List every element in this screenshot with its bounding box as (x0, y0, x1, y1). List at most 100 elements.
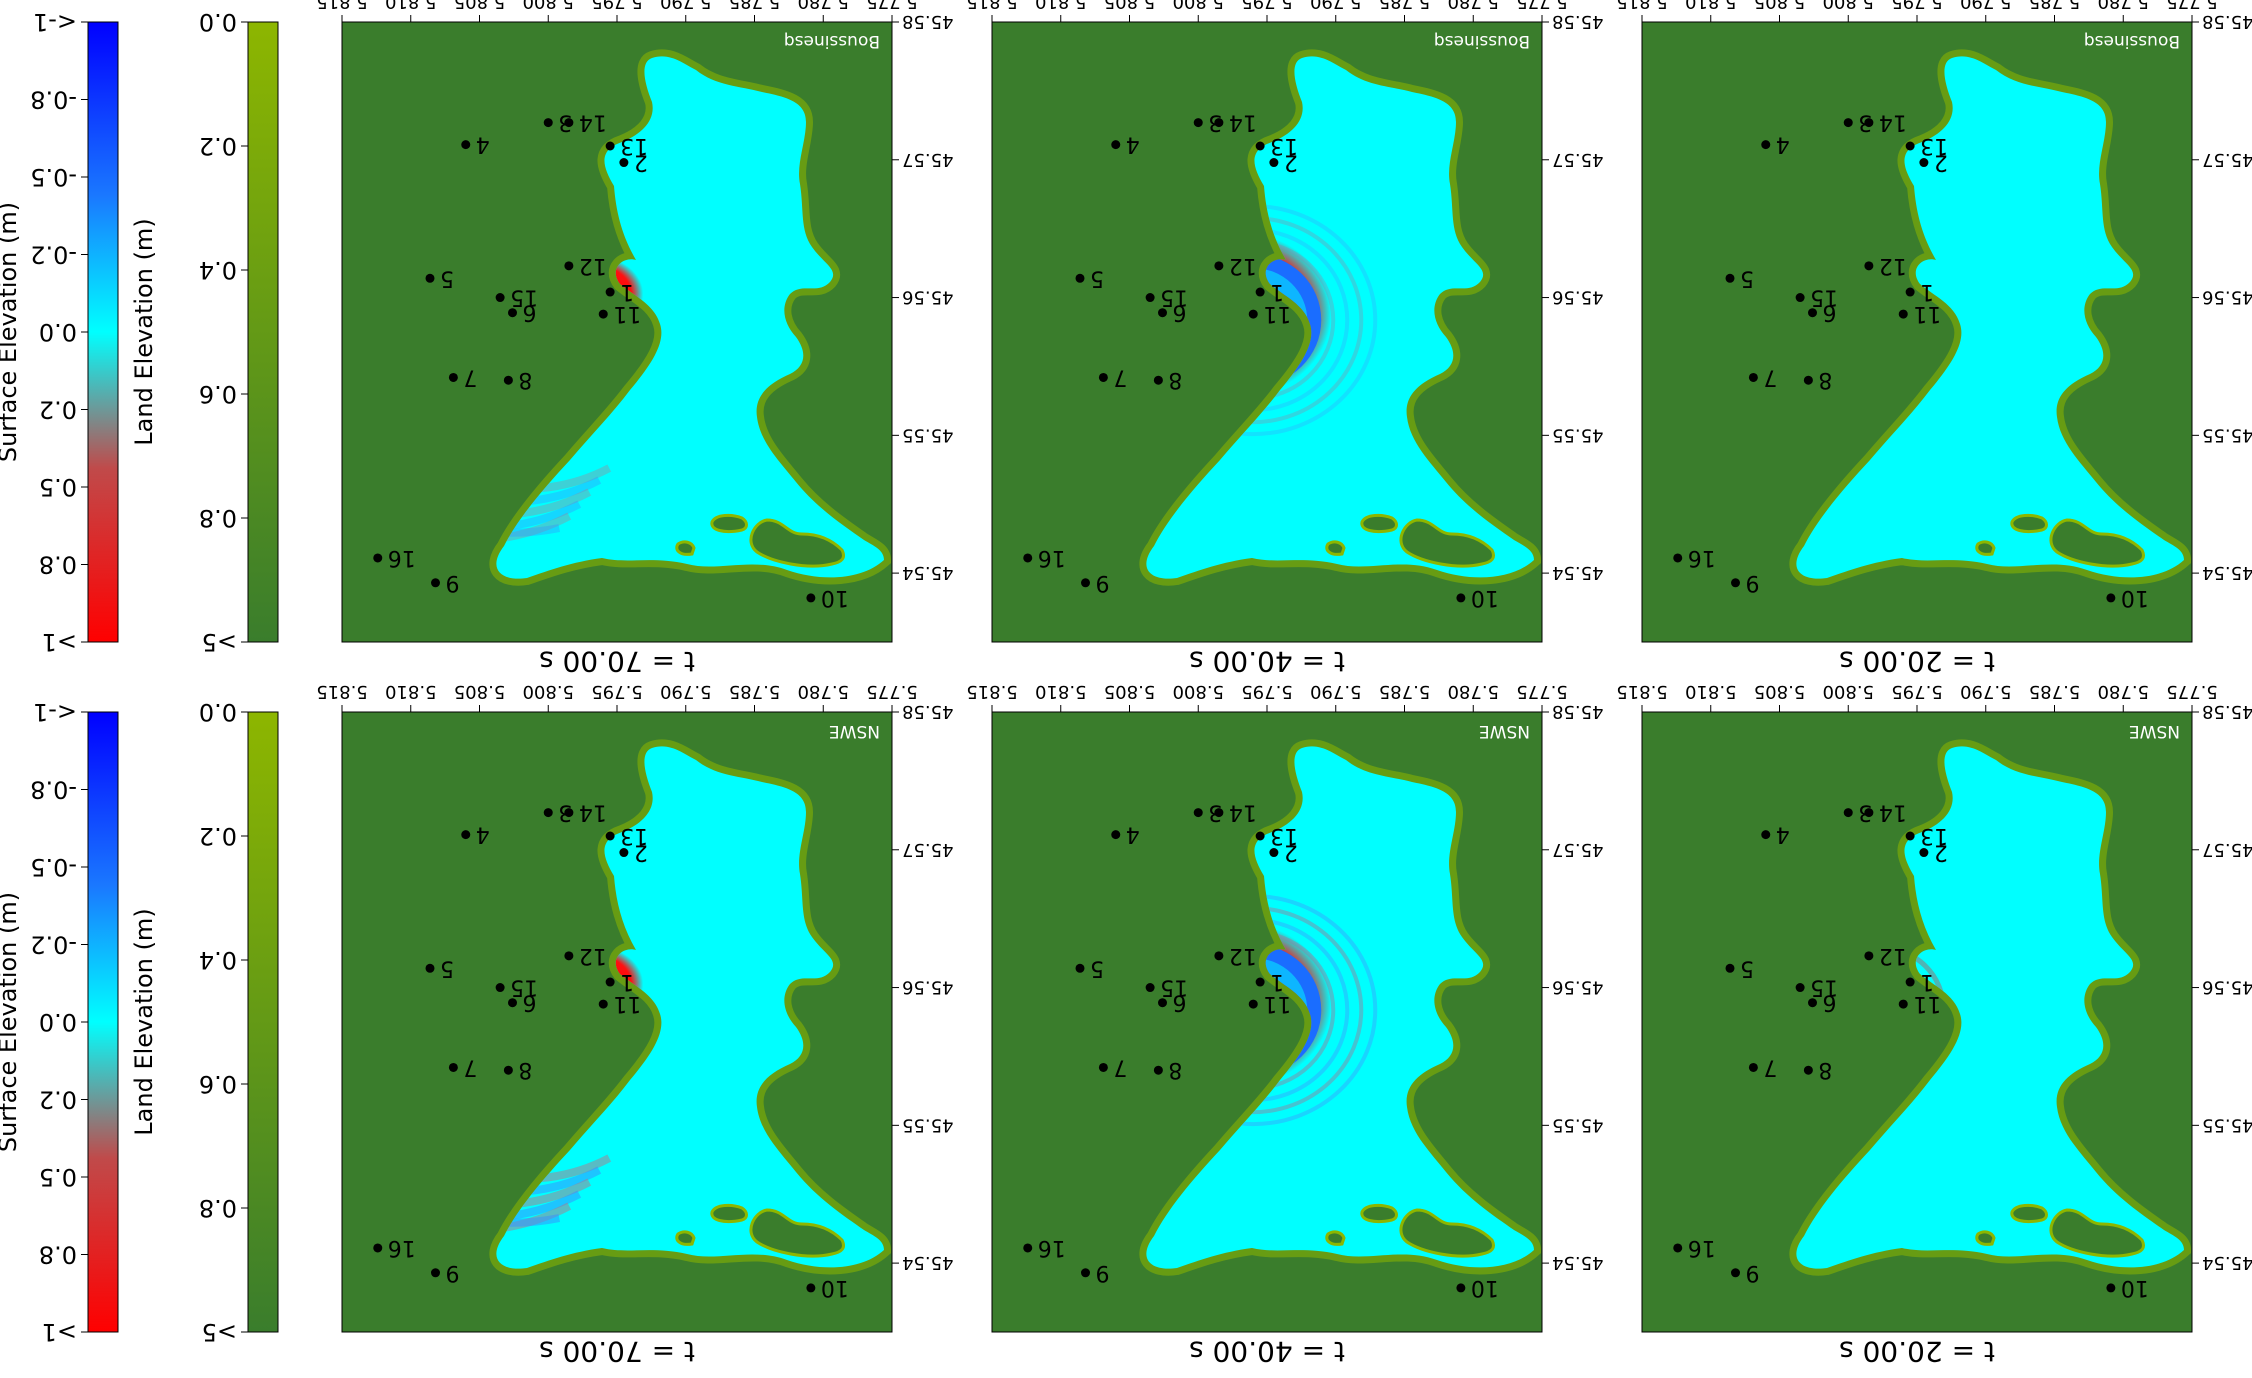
y-tick-label: 45.57 (2202, 839, 2252, 860)
gauge-10-label: 10 (821, 585, 849, 610)
gauge-15-marker (1795, 983, 1805, 993)
gauge-5-label: 5 (1090, 955, 1104, 980)
colorbar-surface-tick: 0.0 (39, 1008, 77, 1036)
gauge-12-marker (1214, 261, 1224, 271)
gauge-7-label: 7 (1763, 364, 1777, 389)
gauge-9-label: 9 (446, 570, 460, 595)
colorbar-surface-tick: -0.5 (30, 853, 77, 881)
lake-water (496, 56, 884, 579)
y-tick-label: 45.56 (902, 287, 954, 308)
gauge-9-marker (1081, 578, 1090, 588)
x-tick-label: 5.805 (454, 681, 506, 702)
colorbar-surface: <-1 -0.8 -0.5 -0.2 0.0 0.2 0.5 0.8 >1 Surface Ele… (0, 8, 119, 656)
gauge-3-marker (543, 808, 553, 818)
gauge-11-label: 11 (1263, 301, 1291, 326)
y-tick-label: 45.58 (1552, 701, 1604, 722)
colorbar-surface-bar (87, 711, 119, 1333)
x-tick-label: 5.805 (1754, 0, 1806, 12)
x-tick-label: 5.795 (1891, 0, 1943, 12)
gauge-5-marker (425, 273, 435, 283)
colorbar-land: 0.0 0.2 0.4 0.6 0.8 >5 Land Elevation (m) (130, 698, 279, 1346)
gauge-9-label: 9 (1096, 1260, 1110, 1285)
x-tick-label: 5.785 (729, 0, 781, 12)
gauge-11-label: 11 (1913, 301, 1941, 326)
colorbar-surface-label: Surface Elevation (m) (0, 892, 22, 1152)
gauge-12-label: 12 (579, 253, 607, 278)
gauge-5-label: 5 (440, 955, 454, 980)
gauge-1-label: 1 (620, 969, 634, 994)
x-tick-label: 5.795 (1891, 681, 1943, 702)
x-tick-label: 5.800 (1172, 0, 1224, 12)
colorbar-surface-label: Surface Elevation (m) (0, 202, 22, 462)
gauge-15-label: 15 (1810, 285, 1838, 310)
colorbar-land-tick: 0.2 (199, 132, 237, 160)
gauge-12-label: 12 (1879, 943, 1907, 968)
y-tick-label: 45.55 (1552, 424, 1604, 445)
gauge-4-label: 4 (476, 822, 490, 847)
gauge-7-marker (1748, 1062, 1758, 1072)
gauge-3-marker (1843, 808, 1853, 818)
colorbar-surface-tick: -0.2 (30, 931, 77, 959)
gauge-8-marker (1803, 1065, 1813, 1075)
colorbar-land-tick: 0.4 (199, 256, 237, 284)
gauge-2-label: 2 (634, 840, 648, 865)
gauge-6-label: 6 (1173, 990, 1187, 1015)
gauge-14-label: 14 (1229, 800, 1257, 825)
island-1 (2049, 518, 2146, 568)
x-tick-label: 5.780 (797, 681, 849, 702)
gauge-7-label: 7 (1113, 1054, 1127, 1079)
x-tick-label: 5.780 (797, 0, 849, 12)
x-tick-label: 5.795 (591, 681, 643, 702)
gauge-14-marker (1214, 808, 1224, 818)
gauge-10-marker (1456, 1283, 1466, 1293)
gauge-5-label: 5 (1090, 265, 1104, 290)
gauge-15-marker (1145, 293, 1155, 303)
gauge-10-marker (806, 1283, 816, 1293)
gauge-11-marker (1248, 999, 1258, 1009)
gauge-5-marker (425, 963, 435, 973)
gauge-8-marker (503, 375, 513, 385)
gauge-2-marker (619, 158, 629, 168)
gauge-4-marker (1761, 830, 1771, 840)
gauge-15-label: 15 (510, 975, 538, 1000)
colorbar-surface-tick: -0.8 (30, 86, 77, 114)
y-tick-label: 45.56 (902, 977, 954, 998)
x-tick-label: 5.815 (1616, 0, 1668, 12)
gauge-16-marker (373, 1243, 383, 1253)
gauge-1-marker (1255, 977, 1265, 987)
gauge-9-marker (1731, 578, 1740, 588)
gauge-11-label: 11 (613, 991, 641, 1016)
gauge-15-marker (1145, 983, 1155, 993)
y-tick-label: 45.54 (902, 1252, 954, 1273)
gauge-11-marker (1898, 999, 1908, 1009)
x-tick-label: 5.780 (2097, 681, 2149, 702)
y-tick-label: 45.55 (902, 424, 954, 445)
gauge-6-label: 6 (523, 990, 537, 1015)
gauge-5-marker (1075, 963, 1085, 973)
y-tick-label: 45.54 (2202, 1252, 2252, 1273)
gauge-1-label: 1 (1920, 279, 1934, 304)
lake-water (1146, 746, 1534, 1269)
gauge-13-label: 13 (620, 823, 648, 848)
gauge-12-marker (1864, 261, 1874, 271)
x-tick-label: 5.775 (2166, 681, 2218, 702)
gauge-7-marker (1098, 1062, 1108, 1072)
gauge-8-label: 8 (1818, 1057, 1832, 1082)
y-tick-label: 45.58 (1552, 11, 1604, 32)
model-label: NSWE (2129, 721, 2180, 741)
y-tick-label: 45.56 (1552, 977, 1604, 998)
gauge-8-label: 8 (518, 1057, 532, 1082)
gauge-1-label: 1 (1270, 279, 1284, 304)
x-tick-label: 5.795 (591, 0, 643, 12)
colorbar-land-tick: 0.8 (199, 1194, 237, 1222)
gauge-10-label: 10 (821, 1275, 849, 1300)
gauge-16-marker (1673, 1243, 1683, 1253)
gauge-6-marker (508, 998, 517, 1008)
gauge-14-label: 14 (1879, 110, 1907, 135)
x-tick-label: 5.790 (660, 0, 712, 12)
gauge-10-label: 10 (1471, 1275, 1499, 1300)
gauge-15-label: 15 (1160, 285, 1188, 310)
gauge-10-marker (806, 593, 816, 603)
gauge-7-label: 7 (1113, 364, 1127, 389)
